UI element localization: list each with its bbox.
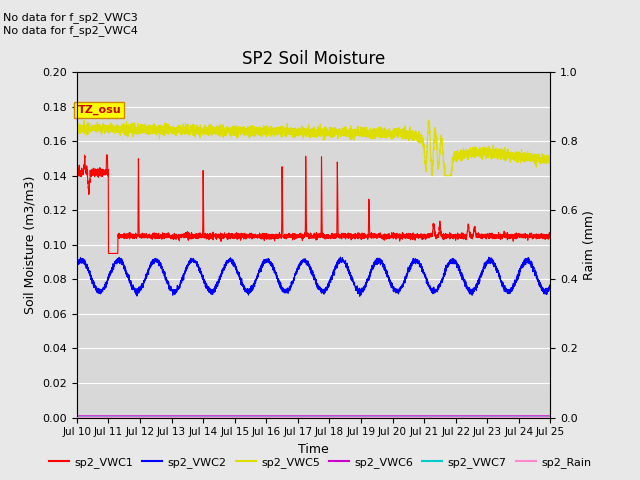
Text: No data for f_sp2_VWC4: No data for f_sp2_VWC4 [3, 25, 138, 36]
Legend: sp2_VWC1, sp2_VWC2, sp2_VWC5, sp2_VWC6, sp2_VWC7, sp2_Rain: sp2_VWC1, sp2_VWC2, sp2_VWC5, sp2_VWC6, … [44, 452, 596, 472]
X-axis label: Time: Time [298, 443, 329, 456]
Text: TZ_osu: TZ_osu [77, 105, 121, 115]
Y-axis label: Soil Moisture (m3/m3): Soil Moisture (m3/m3) [24, 176, 36, 314]
Text: No data for f_sp2_VWC3: No data for f_sp2_VWC3 [3, 12, 138, 23]
Y-axis label: Raim (mm): Raim (mm) [584, 210, 596, 280]
Title: SP2 Soil Moisture: SP2 Soil Moisture [242, 49, 385, 68]
